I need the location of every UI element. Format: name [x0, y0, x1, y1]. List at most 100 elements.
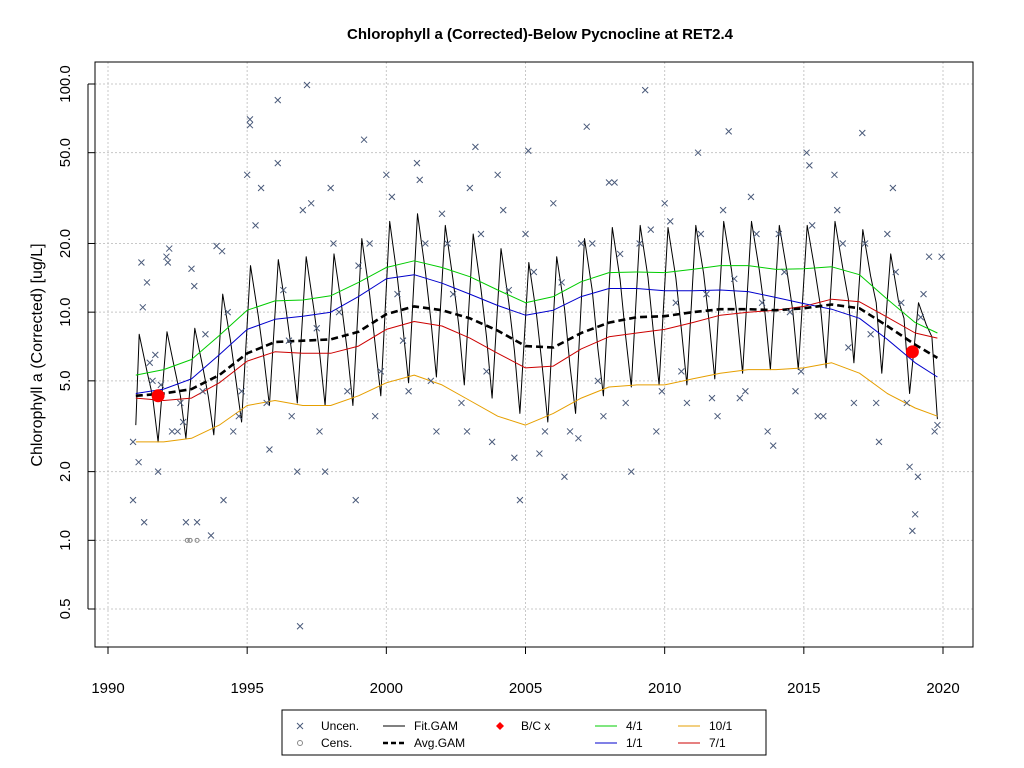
uncensored-point: [588, 240, 596, 247]
uncensored-point: [530, 268, 538, 276]
uncensored-point: [914, 473, 922, 481]
x-axis: 1990 1995 2000 2005 2010 2015 2020: [91, 646, 960, 697]
uncensored-point: [780, 268, 788, 276]
y-tick-label: 0.5: [57, 599, 74, 620]
uncensored-point: [218, 247, 226, 255]
uncensored-point: [742, 387, 749, 395]
uncensored-point: [135, 458, 142, 466]
x-tick-label: 1995: [230, 680, 263, 697]
uncensored-point: [906, 463, 913, 471]
uncensored-point: [327, 184, 335, 192]
uncensored-point: [129, 438, 137, 446]
uncensored-point: [235, 412, 243, 420]
uncensored-point: [797, 368, 805, 375]
uncensored-point: [190, 282, 198, 290]
uncensored-point: [472, 143, 479, 151]
uncensored-point: [931, 428, 939, 435]
uncensored-point: [925, 253, 933, 261]
uncensored-point: [164, 259, 172, 266]
uncensored-point: [463, 428, 471, 435]
uncensored-point: [177, 399, 184, 407]
uncensored-point: [641, 86, 649, 94]
uncensored-point: [382, 171, 390, 179]
uncensored-point: [257, 184, 265, 192]
uncensored-point: [806, 161, 813, 169]
uncensored-point: [494, 171, 502, 179]
uncensored-point: [858, 129, 866, 137]
y-tick-label: 20.0: [57, 229, 74, 258]
uncensored-point: [352, 496, 360, 504]
legend-label: Fit.GAM: [414, 719, 458, 733]
uncensored-point: [483, 368, 490, 375]
uncensored-point: [143, 279, 151, 286]
uncensored-point: [316, 428, 323, 435]
uncensored-point: [246, 121, 254, 129]
uncensored-point: [321, 468, 329, 475]
uncensored-point: [666, 218, 674, 225]
legend-symbol-x: [296, 722, 304, 730]
uncensored-point: [725, 128, 733, 135]
uncensored-point: [524, 147, 532, 155]
uncensored-point: [934, 421, 941, 429]
uncensored-point: [714, 412, 721, 420]
chart-title: Chlorophyll a (Corrected)-Below Pycnocli…: [347, 26, 734, 43]
uncensored-point: [427, 377, 435, 385]
uncensored-point: [285, 337, 293, 345]
uncensored-point: [872, 399, 880, 407]
uncensored-point: [889, 184, 897, 192]
uncensored-point: [246, 115, 254, 123]
censored-point: [194, 537, 200, 543]
y-axis-label: Chlorophyll a (Corrected) [ug/L]: [29, 243, 46, 466]
uncensored-point: [438, 210, 446, 218]
uncensored-point: [313, 324, 321, 332]
uncensored-point: [792, 387, 799, 395]
uncensored-point: [549, 199, 557, 207]
uncensored-point: [627, 468, 635, 475]
uncensored-point: [188, 265, 195, 273]
x-tick-label: 2015: [787, 680, 820, 697]
uncensored-point: [920, 290, 927, 298]
uncensored-point: [458, 399, 465, 407]
uncensored-point: [831, 171, 838, 179]
uncensored-point: [220, 496, 227, 504]
uncensored-point: [786, 308, 794, 316]
uncensored-point: [366, 240, 373, 247]
uncensored-point: [911, 510, 919, 518]
uncensored-point: [140, 518, 148, 526]
legend-label: 1/1: [626, 736, 643, 750]
uncensored-point: [892, 268, 900, 276]
uncensored-point: [293, 468, 301, 475]
uncensored-point: [583, 123, 591, 131]
uncensored-point: [355, 262, 362, 269]
uncensored-point: [575, 434, 582, 442]
uncensored-point: [753, 230, 760, 238]
x-tick-label: 1990: [91, 680, 124, 697]
uncensored-point: [850, 399, 858, 407]
uncensored-point: [151, 351, 159, 359]
uncensored-point: [861, 240, 869, 247]
uncensored-point: [875, 438, 883, 446]
uncensored-point: [541, 428, 549, 435]
uncensored-point: [165, 245, 173, 252]
bc-point: [151, 389, 165, 403]
uncensored-point: [897, 299, 905, 307]
grid-lines: [95, 62, 973, 647]
uncensored-point: [561, 473, 568, 481]
uncensored-point: [449, 290, 457, 298]
legend-label: 4/1: [626, 719, 643, 733]
uncensored-point: [157, 381, 165, 389]
uncensored-point: [909, 527, 916, 535]
uncensored-point: [719, 206, 727, 214]
uncensored-point: [360, 136, 368, 144]
uncensored-point: [814, 412, 822, 420]
legend-symbol-diamond: [496, 722, 504, 730]
uncensored-point: [867, 330, 874, 338]
uncensored-point: [416, 176, 424, 184]
uncensored-point: [683, 399, 691, 407]
y-tick-label: 50.0: [57, 138, 74, 167]
jan1-line: [135, 274, 938, 394]
uncensored-point: [330, 240, 337, 247]
uncensored-point: [708, 394, 716, 402]
uncensored-point: [839, 240, 847, 247]
uncensored-point: [577, 240, 585, 247]
